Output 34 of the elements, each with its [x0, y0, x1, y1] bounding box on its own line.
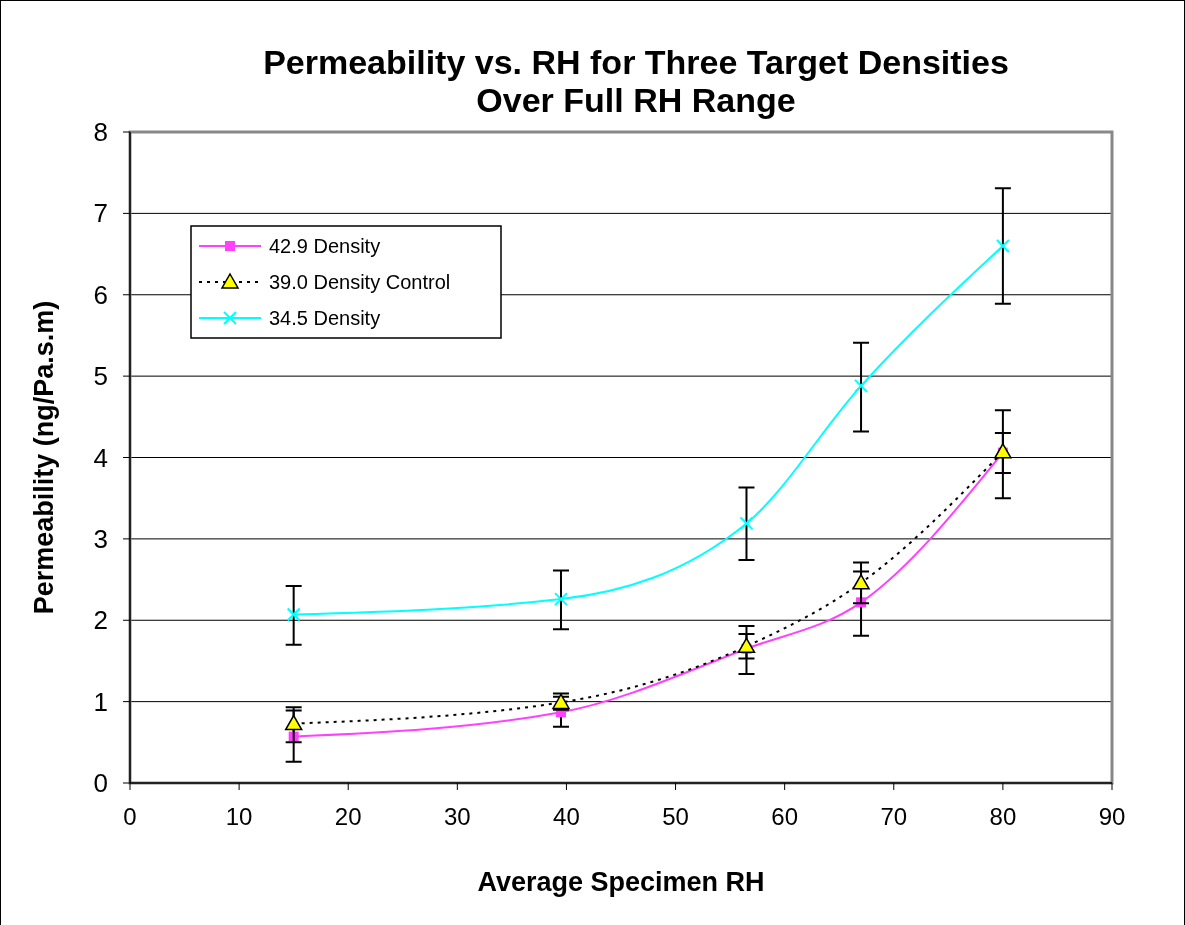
chart-title: Permeability vs. RH for Three Target Densities Over Full RH Range — [263, 43, 1009, 119]
x-tick-label: 40 — [553, 803, 580, 830]
x-tick-label: 0 — [123, 803, 137, 830]
point — [553, 592, 568, 607]
y-tick-label: 4 — [93, 442, 108, 473]
x-tick-label: 10 — [225, 803, 253, 830]
x-axis-title: Average Specimen RH — [477, 867, 765, 897]
y-tick-label: 0 — [93, 768, 108, 798]
point — [739, 516, 754, 531]
legend-label: 34.5 Density — [269, 307, 381, 329]
point — [995, 238, 1010, 253]
legend-label: 39.0 Density Control — [269, 271, 451, 293]
x-tick-label: 90 — [1098, 803, 1126, 830]
y-tick-label: 7 — [93, 198, 108, 229]
y-tick-label: 1 — [93, 686, 108, 717]
y-tick-label: 3 — [93, 523, 108, 554]
x-tick-label: 70 — [880, 803, 908, 830]
legend-label: 42.9 Density — [269, 235, 381, 257]
point — [994, 443, 1012, 459]
point — [852, 574, 870, 590]
x-tick-label: 20 — [334, 803, 362, 830]
y-tick-label: 6 — [93, 279, 108, 310]
y-tick-label: 5 — [93, 361, 108, 392]
x-tick-label: 60 — [771, 803, 799, 830]
y-tick-label: 8 — [93, 117, 108, 147]
y-tick-label: 2 — [93, 605, 108, 636]
x-tick-label: 50 — [662, 803, 689, 830]
point — [854, 378, 869, 393]
x-tick-label: 30 — [443, 803, 471, 830]
x-tick-label: 80 — [989, 803, 1017, 830]
point — [286, 607, 301, 622]
point — [737, 637, 756, 654]
point — [284, 714, 303, 731]
y-axis-title: Permeability (ng/Pa.s.m) — [29, 300, 59, 615]
